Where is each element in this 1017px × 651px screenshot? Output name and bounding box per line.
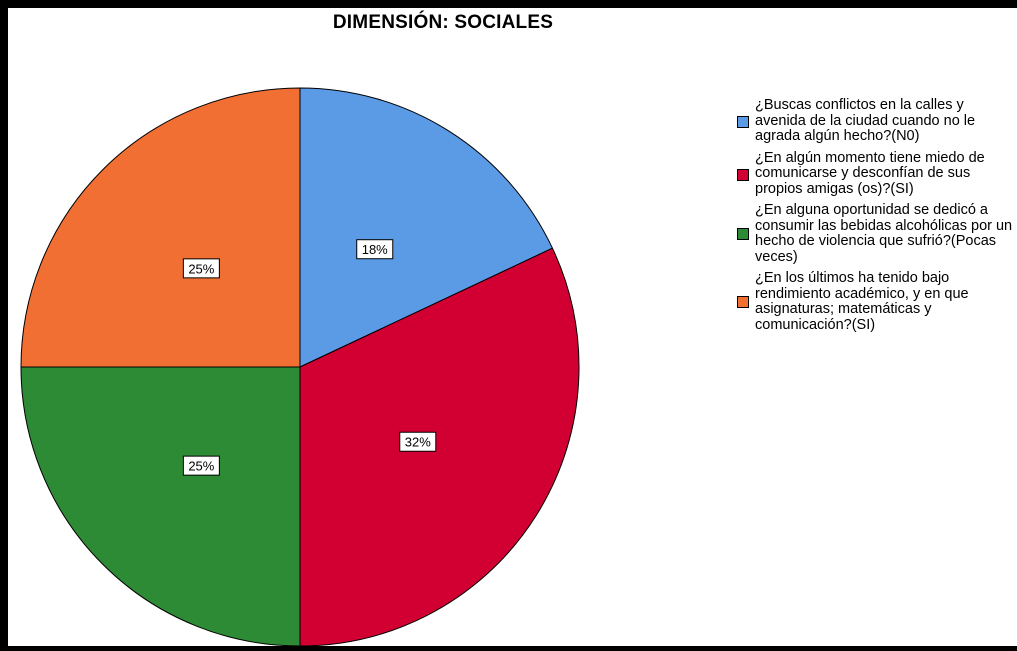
legend-label-2: ¿En algún momento tiene miedo de comunic… xyxy=(755,149,985,197)
svg-text:32%: 32% xyxy=(405,435,431,450)
legend-label-1: ¿Buscas conflictos en la calles y avenid… xyxy=(755,97,976,144)
legend-item-3: ¿En alguna oportunidad se dedicó a consu… xyxy=(737,202,1017,265)
legend-swatch-3 xyxy=(737,228,749,240)
pie-slice-4 xyxy=(20,87,301,368)
pie-slice-2 xyxy=(299,247,580,647)
chart-title: DIMENSIÓN: SOCIALES xyxy=(332,12,554,33)
legend-label-3: ¿En alguna oportunidad se dedicó a consu… xyxy=(755,202,1013,265)
legend-label-4: ¿En los últimos ha tenido bajo rendimien… xyxy=(755,270,969,333)
chart-legend: ¿Buscas conflictos en la calles y avenid… xyxy=(737,97,1017,339)
svg-text:25%: 25% xyxy=(188,459,214,474)
legend-item-1: ¿Buscas conflictos en la calles y avenid… xyxy=(737,97,1017,145)
slice-label-3: 25% xyxy=(182,455,220,476)
legend-swatch-4 xyxy=(737,296,749,308)
pie-slice-1 xyxy=(299,87,554,368)
legend-item-2: ¿En algún momento tiene miedo de comunic… xyxy=(737,149,1017,198)
slice-label-4: 25% xyxy=(182,258,220,279)
slice-label-1: 18% xyxy=(356,239,394,260)
legend-swatch-1 xyxy=(737,116,749,128)
legend-swatch-2 xyxy=(737,168,749,181)
legend-item-4: ¿En los últimos ha tenido bajo rendimien… xyxy=(737,270,1017,333)
svg-text:18%: 18% xyxy=(362,242,388,257)
slice-label-2: 32% xyxy=(399,431,437,452)
pie-slice-3 xyxy=(20,366,301,647)
svg-text:25%: 25% xyxy=(188,261,214,276)
